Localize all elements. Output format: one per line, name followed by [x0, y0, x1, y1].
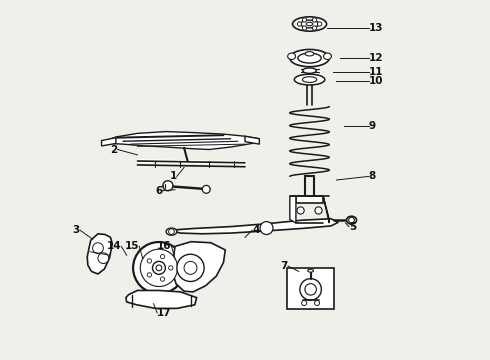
Circle shape	[305, 284, 317, 295]
Circle shape	[169, 229, 174, 234]
Circle shape	[147, 259, 151, 263]
Ellipse shape	[303, 68, 317, 73]
Text: 15: 15	[125, 241, 139, 251]
Circle shape	[302, 26, 307, 30]
Ellipse shape	[306, 22, 313, 26]
Circle shape	[169, 266, 173, 270]
Circle shape	[177, 254, 204, 282]
Circle shape	[297, 207, 304, 214]
Polygon shape	[170, 219, 338, 234]
Polygon shape	[173, 242, 225, 292]
Circle shape	[156, 265, 162, 271]
Circle shape	[160, 255, 165, 259]
Ellipse shape	[288, 53, 295, 59]
Circle shape	[297, 22, 302, 26]
Circle shape	[349, 217, 354, 223]
Circle shape	[302, 301, 307, 306]
Ellipse shape	[166, 228, 177, 235]
Text: 4: 4	[252, 225, 260, 235]
Circle shape	[133, 242, 185, 294]
Circle shape	[160, 277, 165, 281]
Circle shape	[98, 253, 109, 264]
FancyBboxPatch shape	[296, 196, 323, 203]
Text: 12: 12	[368, 53, 383, 63]
Text: 1: 1	[170, 171, 177, 181]
Text: 9: 9	[368, 121, 376, 131]
Circle shape	[315, 207, 322, 214]
Polygon shape	[290, 196, 296, 223]
Text: 7: 7	[281, 261, 288, 271]
Circle shape	[318, 22, 322, 26]
Polygon shape	[126, 291, 196, 309]
Text: 2: 2	[110, 144, 118, 154]
Text: 10: 10	[368, 76, 383, 86]
Circle shape	[163, 181, 173, 191]
Circle shape	[313, 26, 317, 30]
Text: 5: 5	[349, 222, 356, 231]
Circle shape	[260, 222, 273, 234]
Text: 14: 14	[107, 241, 122, 251]
Text: 13: 13	[368, 23, 383, 33]
Text: 17: 17	[157, 308, 172, 318]
Text: 6: 6	[155, 186, 163, 196]
Polygon shape	[101, 132, 259, 149]
Text: 16: 16	[157, 241, 172, 251]
Ellipse shape	[293, 17, 326, 31]
Ellipse shape	[290, 49, 329, 67]
Polygon shape	[101, 138, 116, 146]
Circle shape	[152, 261, 166, 274]
Text: 8: 8	[368, 171, 376, 181]
Ellipse shape	[308, 269, 314, 272]
Circle shape	[315, 301, 319, 306]
Ellipse shape	[346, 216, 357, 224]
Polygon shape	[87, 234, 112, 274]
Circle shape	[202, 185, 210, 193]
Bar	[287, 268, 334, 309]
Polygon shape	[245, 136, 259, 144]
Polygon shape	[323, 196, 329, 223]
Text: 3: 3	[73, 225, 80, 235]
Circle shape	[184, 261, 197, 274]
Ellipse shape	[298, 53, 321, 63]
Circle shape	[93, 243, 103, 253]
Ellipse shape	[294, 74, 325, 85]
Circle shape	[147, 273, 151, 277]
Circle shape	[300, 279, 321, 300]
Circle shape	[302, 18, 307, 22]
Ellipse shape	[323, 53, 331, 59]
Text: 11: 11	[368, 67, 383, 77]
Circle shape	[140, 249, 177, 287]
Ellipse shape	[305, 51, 314, 56]
Ellipse shape	[302, 77, 317, 82]
Ellipse shape	[300, 20, 318, 28]
Circle shape	[313, 18, 317, 22]
